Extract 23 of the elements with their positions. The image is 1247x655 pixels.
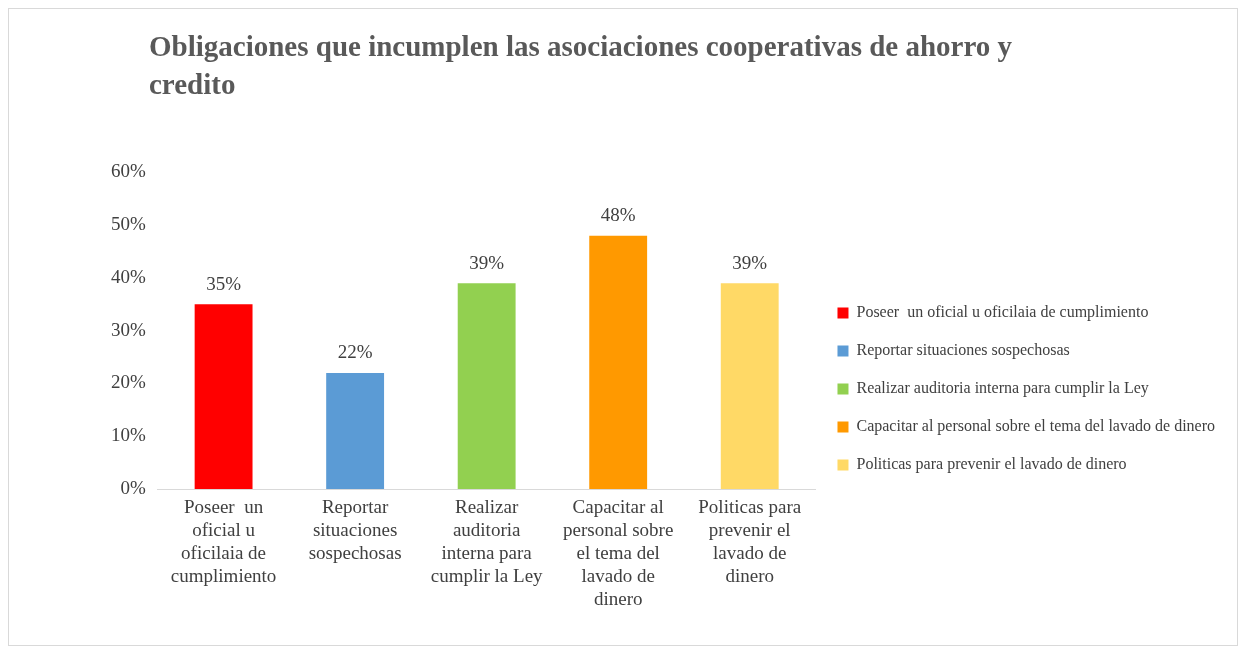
legend-label: Realizar auditoria interna para cumplir la Ley: [856, 379, 1149, 398]
legend-label: Poseer un oficial u oficilaia de cumplimiento: [856, 303, 1149, 322]
legend-label: Capacitar al personal sobre el tema del lavado de dinero: [856, 417, 1215, 436]
data-label: 22%: [337, 341, 373, 363]
data-label: 48%: [600, 204, 636, 226]
y-tick-label: 20%: [111, 371, 146, 393]
data-label: 35%: [206, 272, 242, 294]
x-tick-label: Capacitar al personal sobre el tema del lavado de dinero: [563, 496, 674, 609]
x-tick-label: Poseer un oficial u oficilaia de cumplimiento: [170, 496, 277, 586]
data-label: 39%: [469, 251, 505, 273]
y-tick-label: 50%: [111, 213, 146, 235]
legend-label: Reportar situaciones sospechosas: [856, 341, 1070, 360]
legend-label: Politicas para prevenir el lavado de dinero: [856, 455, 1127, 474]
y-tick-label: 60%: [111, 160, 146, 182]
data-label: 39%: [732, 251, 768, 273]
y-tick-label: 10%: [111, 424, 146, 446]
x-tick-label: Realizar auditoria interna para cumplir la Ley: [430, 496, 544, 586]
y-tick-label: 40%: [111, 265, 146, 287]
x-tick-label: Politicas para prevenir el lavado de dinero: [698, 496, 802, 586]
y-tick-label: 30%: [111, 318, 146, 340]
x-tick-label: Reportar situaciones sospechosas: [308, 496, 402, 563]
chart-title: Obligaciones que incumplen las asociaciones cooperativas de ahorro y credito: [149, 29, 1014, 102]
y-tick-label: 0%: [120, 476, 146, 498]
